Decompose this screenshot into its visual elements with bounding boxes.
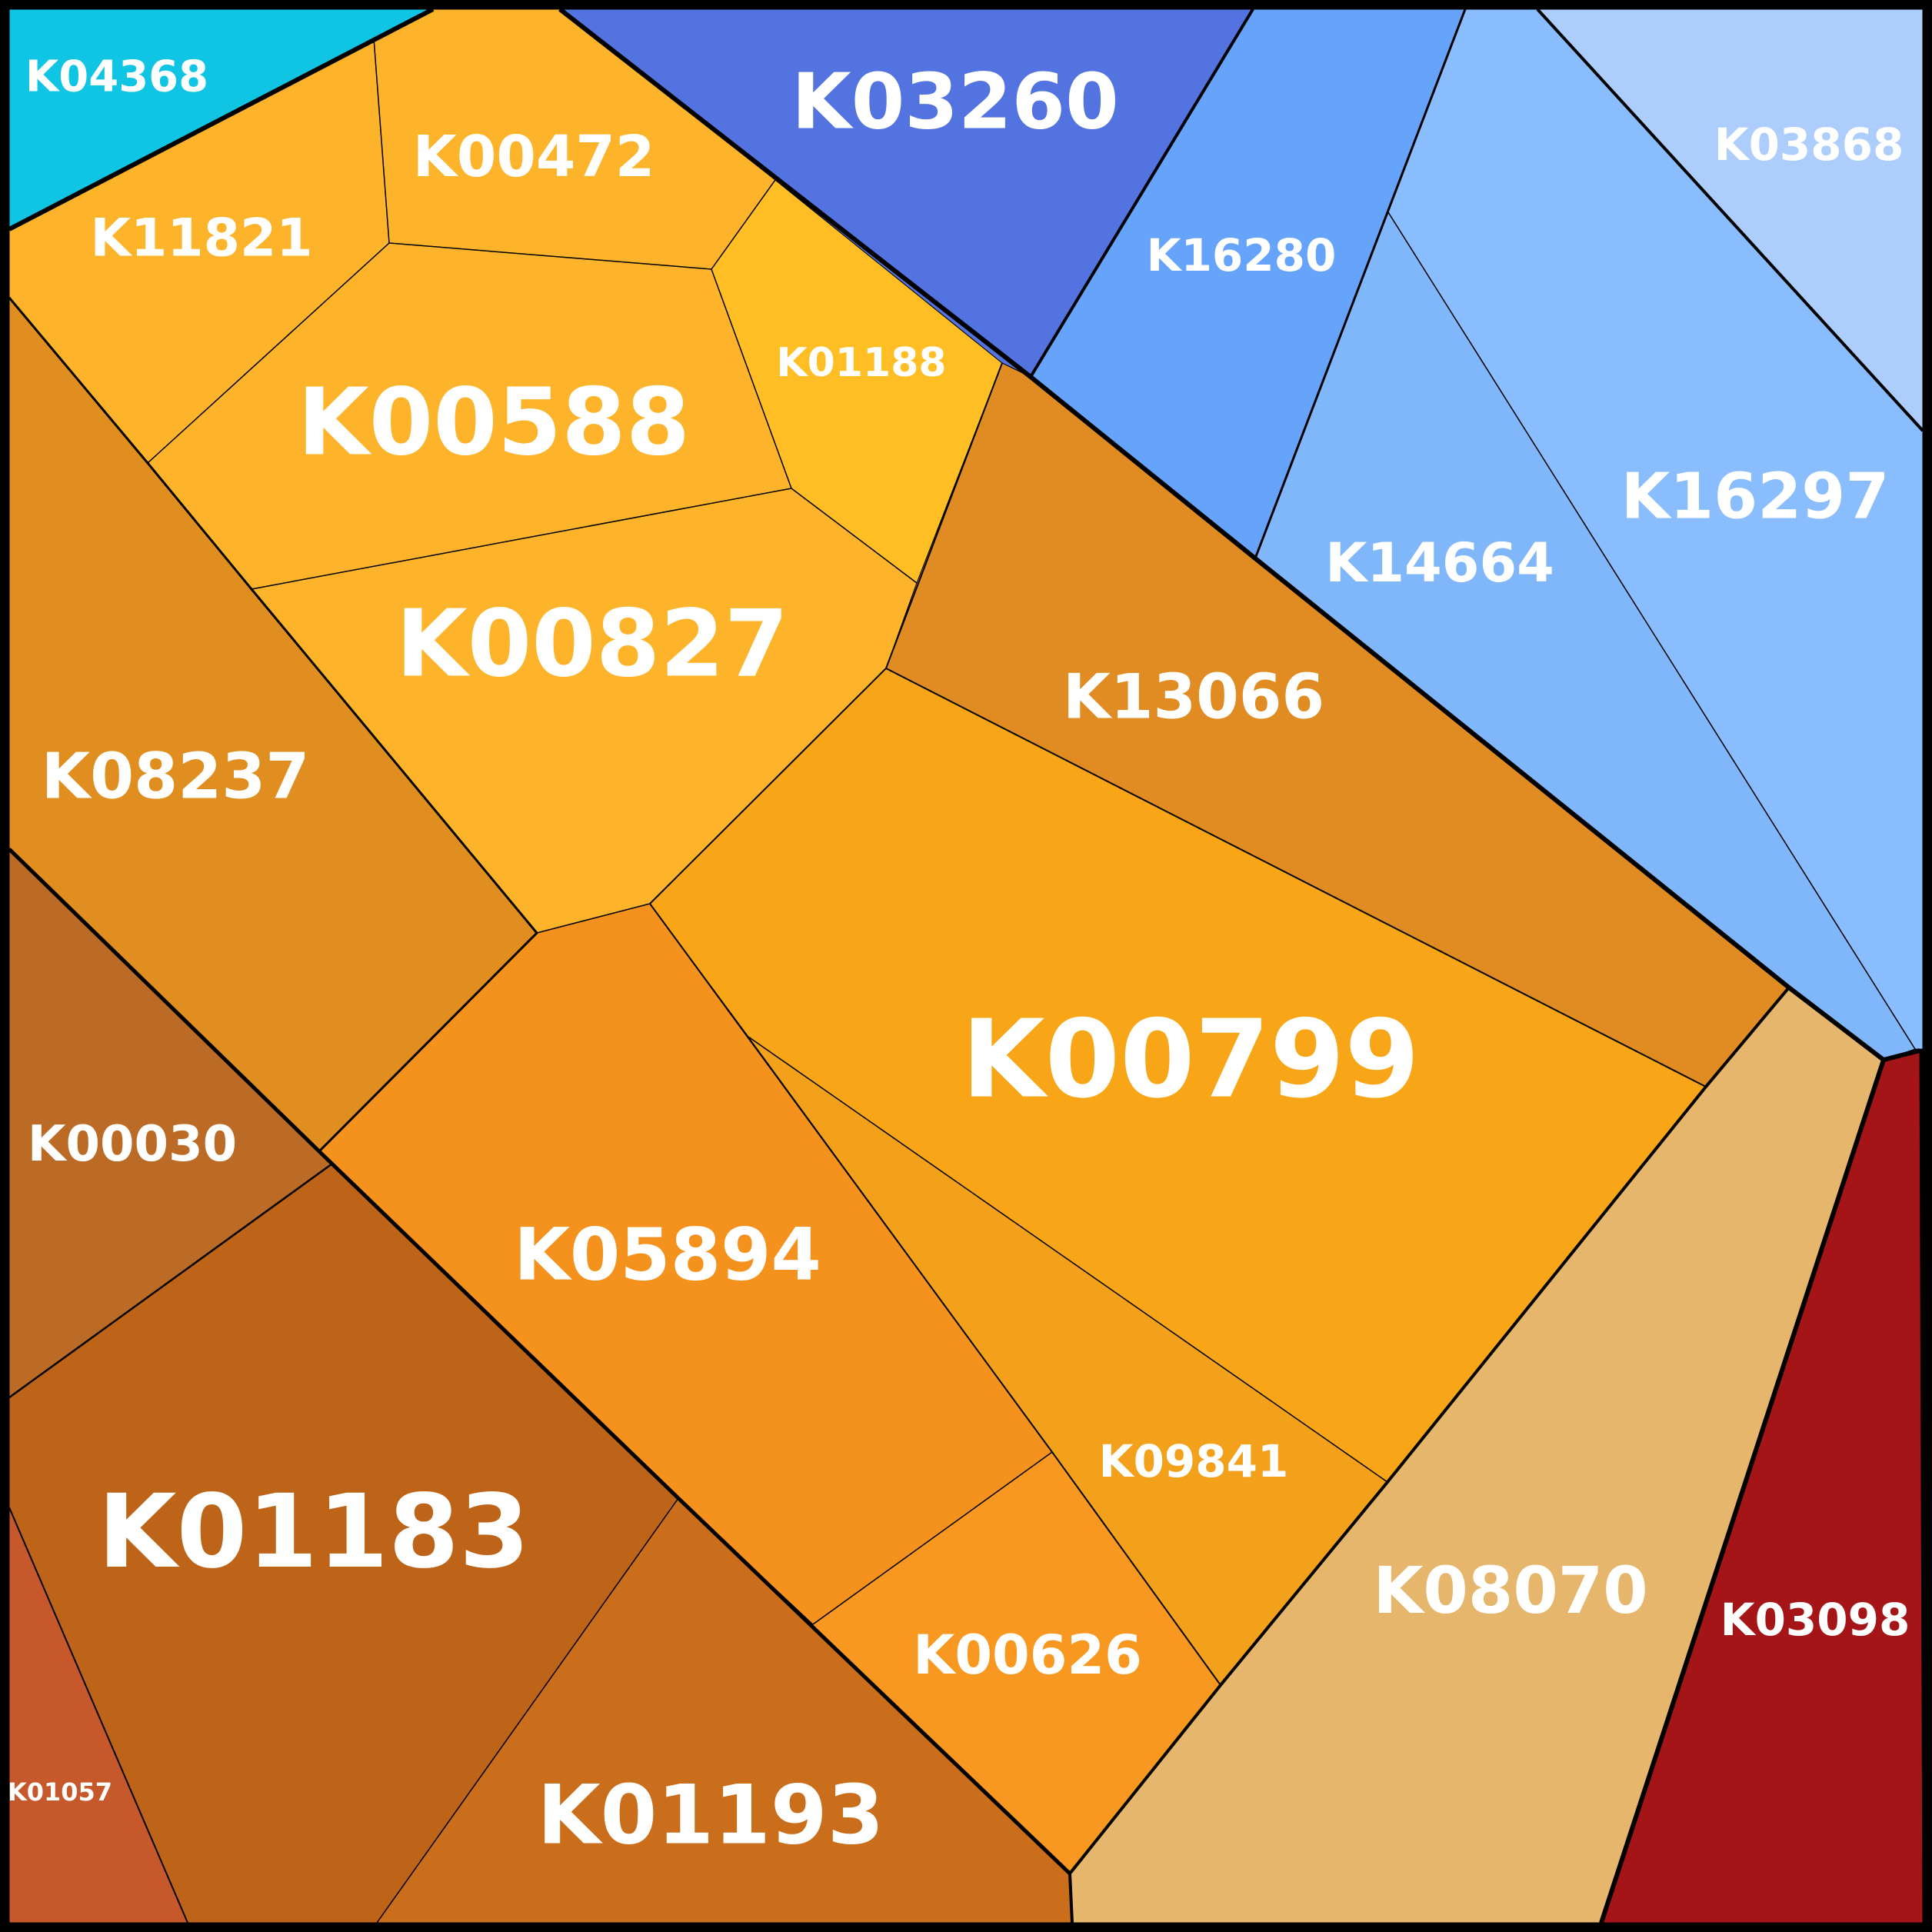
label-k13066: K13066 [1063,661,1324,733]
label-k05894: K05894 [514,1214,821,1297]
label-k00827: K00827 [396,591,788,698]
label-k00799: K00799 [961,998,1420,1123]
label-k03098: K03098 [1720,1594,1910,1646]
label-k01183: K01183 [98,1473,530,1591]
label-k00030: K00030 [28,1116,237,1173]
label-k08070: K08070 [1373,1553,1647,1628]
label-k16297: K16297 [1621,461,1890,534]
labels-layer: K04368 K11821 K00472 K00588 K01188 K00827 K082… [8,52,1910,1863]
label-k00472: K00472 [413,124,655,190]
label-k11821: K11821 [90,208,312,269]
label-k03868: K03868 [1714,118,1904,171]
label-k01193: K01193 [538,1768,884,1863]
label-k00588: K00588 [298,370,690,477]
cells-layer [8,8,1924,1924]
label-k14664: K14664 [1325,531,1554,595]
label-k03260: K03260 [791,57,1118,147]
label-k08237: K08237 [42,741,310,814]
label-k01188: K01188 [776,340,946,386]
label-k16280: K16280 [1147,229,1337,281]
label-k09841: K09841 [1099,1435,1289,1487]
label-k01057: K01057 [8,1777,112,1807]
label-k04368: K04368 [25,52,208,102]
label-k00626: K00626 [913,1624,1142,1687]
